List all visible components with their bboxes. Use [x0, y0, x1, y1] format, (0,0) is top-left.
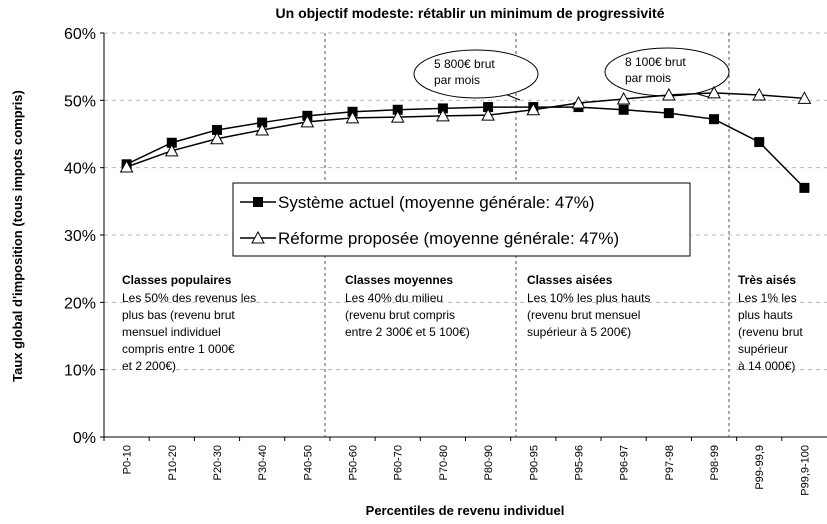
section-title: Classes aisées: [527, 273, 613, 287]
section-text: entre 2 300€ et 5 100€): [345, 325, 470, 339]
marker: [211, 124, 222, 135]
section-text: (revenu brut mensuel: [527, 308, 640, 322]
marker: [300, 114, 315, 128]
x-tick-label: P40-50: [302, 445, 314, 480]
x-tick-label: P50-60: [348, 445, 360, 480]
y-tick-label: 40%: [64, 161, 96, 178]
section-text: (revenu brut: [738, 325, 803, 339]
section-text: supérieur à 5 200€): [527, 325, 631, 339]
legend-label: Réforme proposée (moyenne générale: 47%): [278, 229, 619, 248]
section-text: mensuel individuel: [122, 325, 221, 339]
x-tick-label: P99-99,9: [754, 445, 766, 490]
section-text: Les 40% du milieu: [345, 291, 443, 305]
callout-text: 8 100€ brut: [625, 55, 686, 69]
section-text: compris entre 1 000€: [122, 342, 235, 356]
marker: [392, 104, 403, 115]
marker: [119, 159, 134, 173]
marker: [616, 91, 631, 105]
section-text: Les 1% les: [738, 291, 797, 305]
section-text: plus bas (revenu brut: [122, 308, 235, 322]
marker: [345, 110, 360, 124]
marker: [437, 103, 448, 114]
callout: [413, 49, 539, 101]
x-tick-label: P99,9-100: [799, 445, 811, 496]
marker: [390, 110, 405, 123]
section-title: Classes populaires: [122, 273, 232, 287]
marker: [483, 102, 494, 113]
section-text: et 2 200€): [122, 359, 176, 373]
y-tick-label: 60%: [64, 26, 96, 43]
marker: [251, 230, 265, 244]
chart-title: Un objectif modeste: rétablir un minimum…: [276, 5, 665, 21]
marker: [707, 85, 721, 99]
marker: [752, 87, 767, 101]
section-title: Très aisés: [738, 273, 796, 287]
section-text: à 14 000€): [738, 359, 795, 373]
y-tick-label: 50%: [64, 93, 96, 110]
marker: [210, 131, 224, 145]
callout-text: 5 800€ brut: [434, 57, 495, 71]
marker: [253, 197, 263, 207]
x-tick-label: P70-80: [438, 445, 450, 480]
series-line: [126, 92, 805, 168]
marker: [481, 108, 495, 121]
marker: [255, 122, 269, 136]
y-tick-label: 30%: [64, 228, 96, 245]
marker: [618, 104, 629, 115]
x-tick-label: P20-30: [212, 445, 224, 480]
marker: [709, 114, 720, 125]
x-tick-label: P97-98: [664, 445, 676, 480]
section-title: Classes moyennes: [345, 273, 453, 287]
section-text: plus hauts: [738, 308, 793, 322]
marker: [526, 102, 541, 116]
marker: [164, 143, 179, 157]
x-tick-label: P60-70: [393, 445, 405, 480]
legend: [232, 182, 691, 257]
x-tick-label: P80-90: [483, 445, 495, 480]
section-text: (revenu brut compris: [345, 308, 455, 322]
x-tick-label: P90-95: [528, 445, 540, 480]
marker: [166, 137, 177, 148]
y-axis-label: Taux global d'imposition (tous impots co…: [10, 90, 25, 382]
callout-text: par mois: [434, 73, 480, 87]
marker: [799, 182, 810, 193]
x-tick-label: P10-20: [167, 445, 179, 480]
y-tick-label: 20%: [64, 295, 96, 312]
marker: [662, 87, 676, 101]
y-tick-label: 0%: [73, 430, 96, 447]
marker: [571, 95, 586, 109]
legend-label: Système actuel (moyenne générale: 47%): [278, 193, 595, 212]
marker: [754, 137, 765, 148]
section-text: supérieur: [738, 342, 788, 356]
series-line: [126, 106, 805, 189]
x-axis-label: Percentiles de revenu individuel: [366, 503, 565, 518]
marker: [797, 91, 812, 104]
y-tick-label: 10%: [64, 363, 96, 380]
x-tick-label: P98-99: [709, 445, 721, 480]
section-text: Les 50% des revenus les: [122, 291, 256, 305]
callout-bubble: [413, 49, 539, 99]
callout-text: par mois: [625, 71, 671, 85]
marker: [257, 117, 268, 128]
x-tick-label: P96-97: [619, 445, 631, 480]
x-tick-label: P95-96: [573, 445, 585, 480]
marker: [663, 108, 674, 119]
x-tick-label: P30-40: [257, 445, 269, 480]
x-tick-label: P0-10: [122, 445, 134, 474]
section-text: Les 10% les plus hauts: [527, 291, 650, 305]
marker: [436, 108, 450, 122]
